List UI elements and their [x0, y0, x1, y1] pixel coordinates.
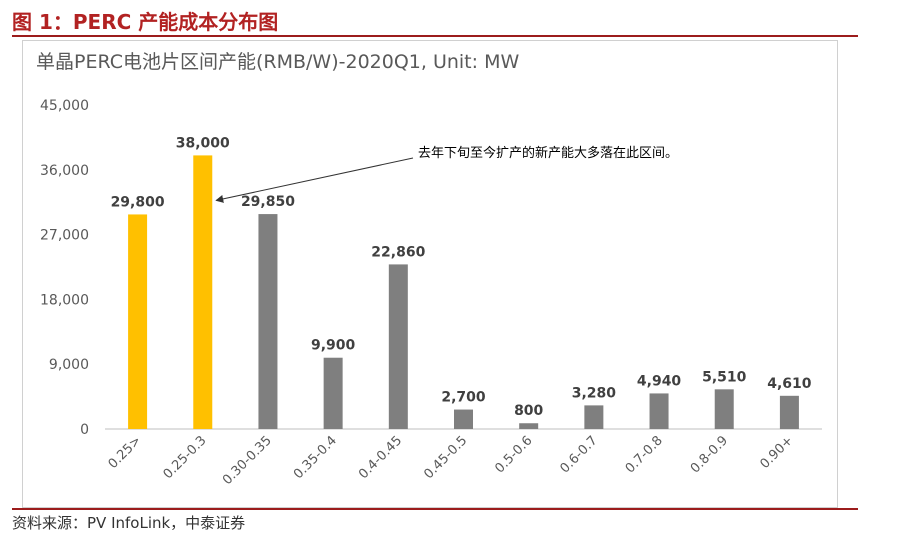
x-tick-label: 0.45-0.5 [421, 433, 470, 482]
annotation-arrow [215, 157, 414, 203]
bar [454, 409, 473, 429]
data-label: 38,000 [176, 135, 230, 151]
data-label: 5,510 [702, 369, 747, 385]
y-tick-label: 18,000 [40, 292, 89, 308]
x-axis-labels: 0.25> 0.25-0.3 0.30-0.35 0.35-0.4 0.4-0.45 0.… [106, 433, 797, 488]
bar [388, 264, 408, 429]
data-label: 22,860 [371, 244, 425, 260]
y-tick-label: 9,000 [49, 357, 89, 373]
x-tick-label: 0.6-0.7 [558, 433, 601, 476]
x-tick-label: 0.30-0.35 [220, 433, 275, 488]
data-labels: 29,800 38,000 29,850 9,900 22,860 2,700 800 3,2… [111, 135, 812, 419]
data-label: 2,700 [441, 390, 486, 406]
data-label: 4,610 [767, 376, 812, 392]
x-tick-label: 0.7-0.8 [623, 433, 666, 476]
bars [128, 155, 799, 429]
bar [519, 423, 539, 429]
data-label: 29,800 [111, 194, 165, 210]
bar [714, 389, 734, 429]
x-tick-label: 0.25-0.3 [161, 433, 210, 482]
x-tick-label: 0.35-0.4 [291, 433, 340, 482]
bar-chart: 0 9,000 18,000 27,000 36,000 45,000 29,800 38,… [40, 98, 822, 488]
data-label: 3,280 [572, 385, 617, 401]
y-axis-ticks: 0 9,000 18,000 27,000 36,000 45,000 [40, 98, 89, 438]
source-rule [12, 508, 858, 510]
y-tick-label: 36,000 [40, 163, 89, 179]
x-tick-label: 0.8-0.9 [688, 433, 731, 476]
x-tick-label: 0.4-0.45 [356, 433, 405, 482]
title-rule [12, 35, 858, 37]
data-label: 29,850 [241, 194, 295, 210]
bar [193, 155, 213, 429]
bar [584, 405, 604, 429]
bar [128, 214, 148, 429]
data-label: 9,900 [311, 338, 356, 354]
x-tick-label: 0.90+ [757, 433, 796, 472]
bar [779, 395, 799, 429]
data-label: 800 [514, 403, 543, 419]
y-tick-label: 27,000 [40, 228, 89, 244]
x-tick-label: 0.25> [106, 433, 145, 472]
chart-title: 单晶PERC电池片区间产能(RMB/W)-2020Q1, Unit: MW [36, 51, 520, 73]
annotation-text: 去年下旬至今扩产的新产能大多落在此区间。 [418, 145, 678, 161]
x-tick-label: 0.5-0.6 [492, 433, 535, 476]
y-tick-label: 0 [80, 422, 89, 438]
bar [258, 214, 278, 429]
chart-panel [22, 40, 838, 508]
figure-title: 图 1：PERC 产能成本分布图 [12, 10, 279, 34]
data-label: 4,940 [637, 373, 682, 389]
y-tick-label: 45,000 [40, 98, 89, 114]
bar [323, 357, 343, 429]
source-note: 资料来源：PV InfoLink，中泰证券 [12, 514, 246, 532]
bar [649, 393, 669, 429]
